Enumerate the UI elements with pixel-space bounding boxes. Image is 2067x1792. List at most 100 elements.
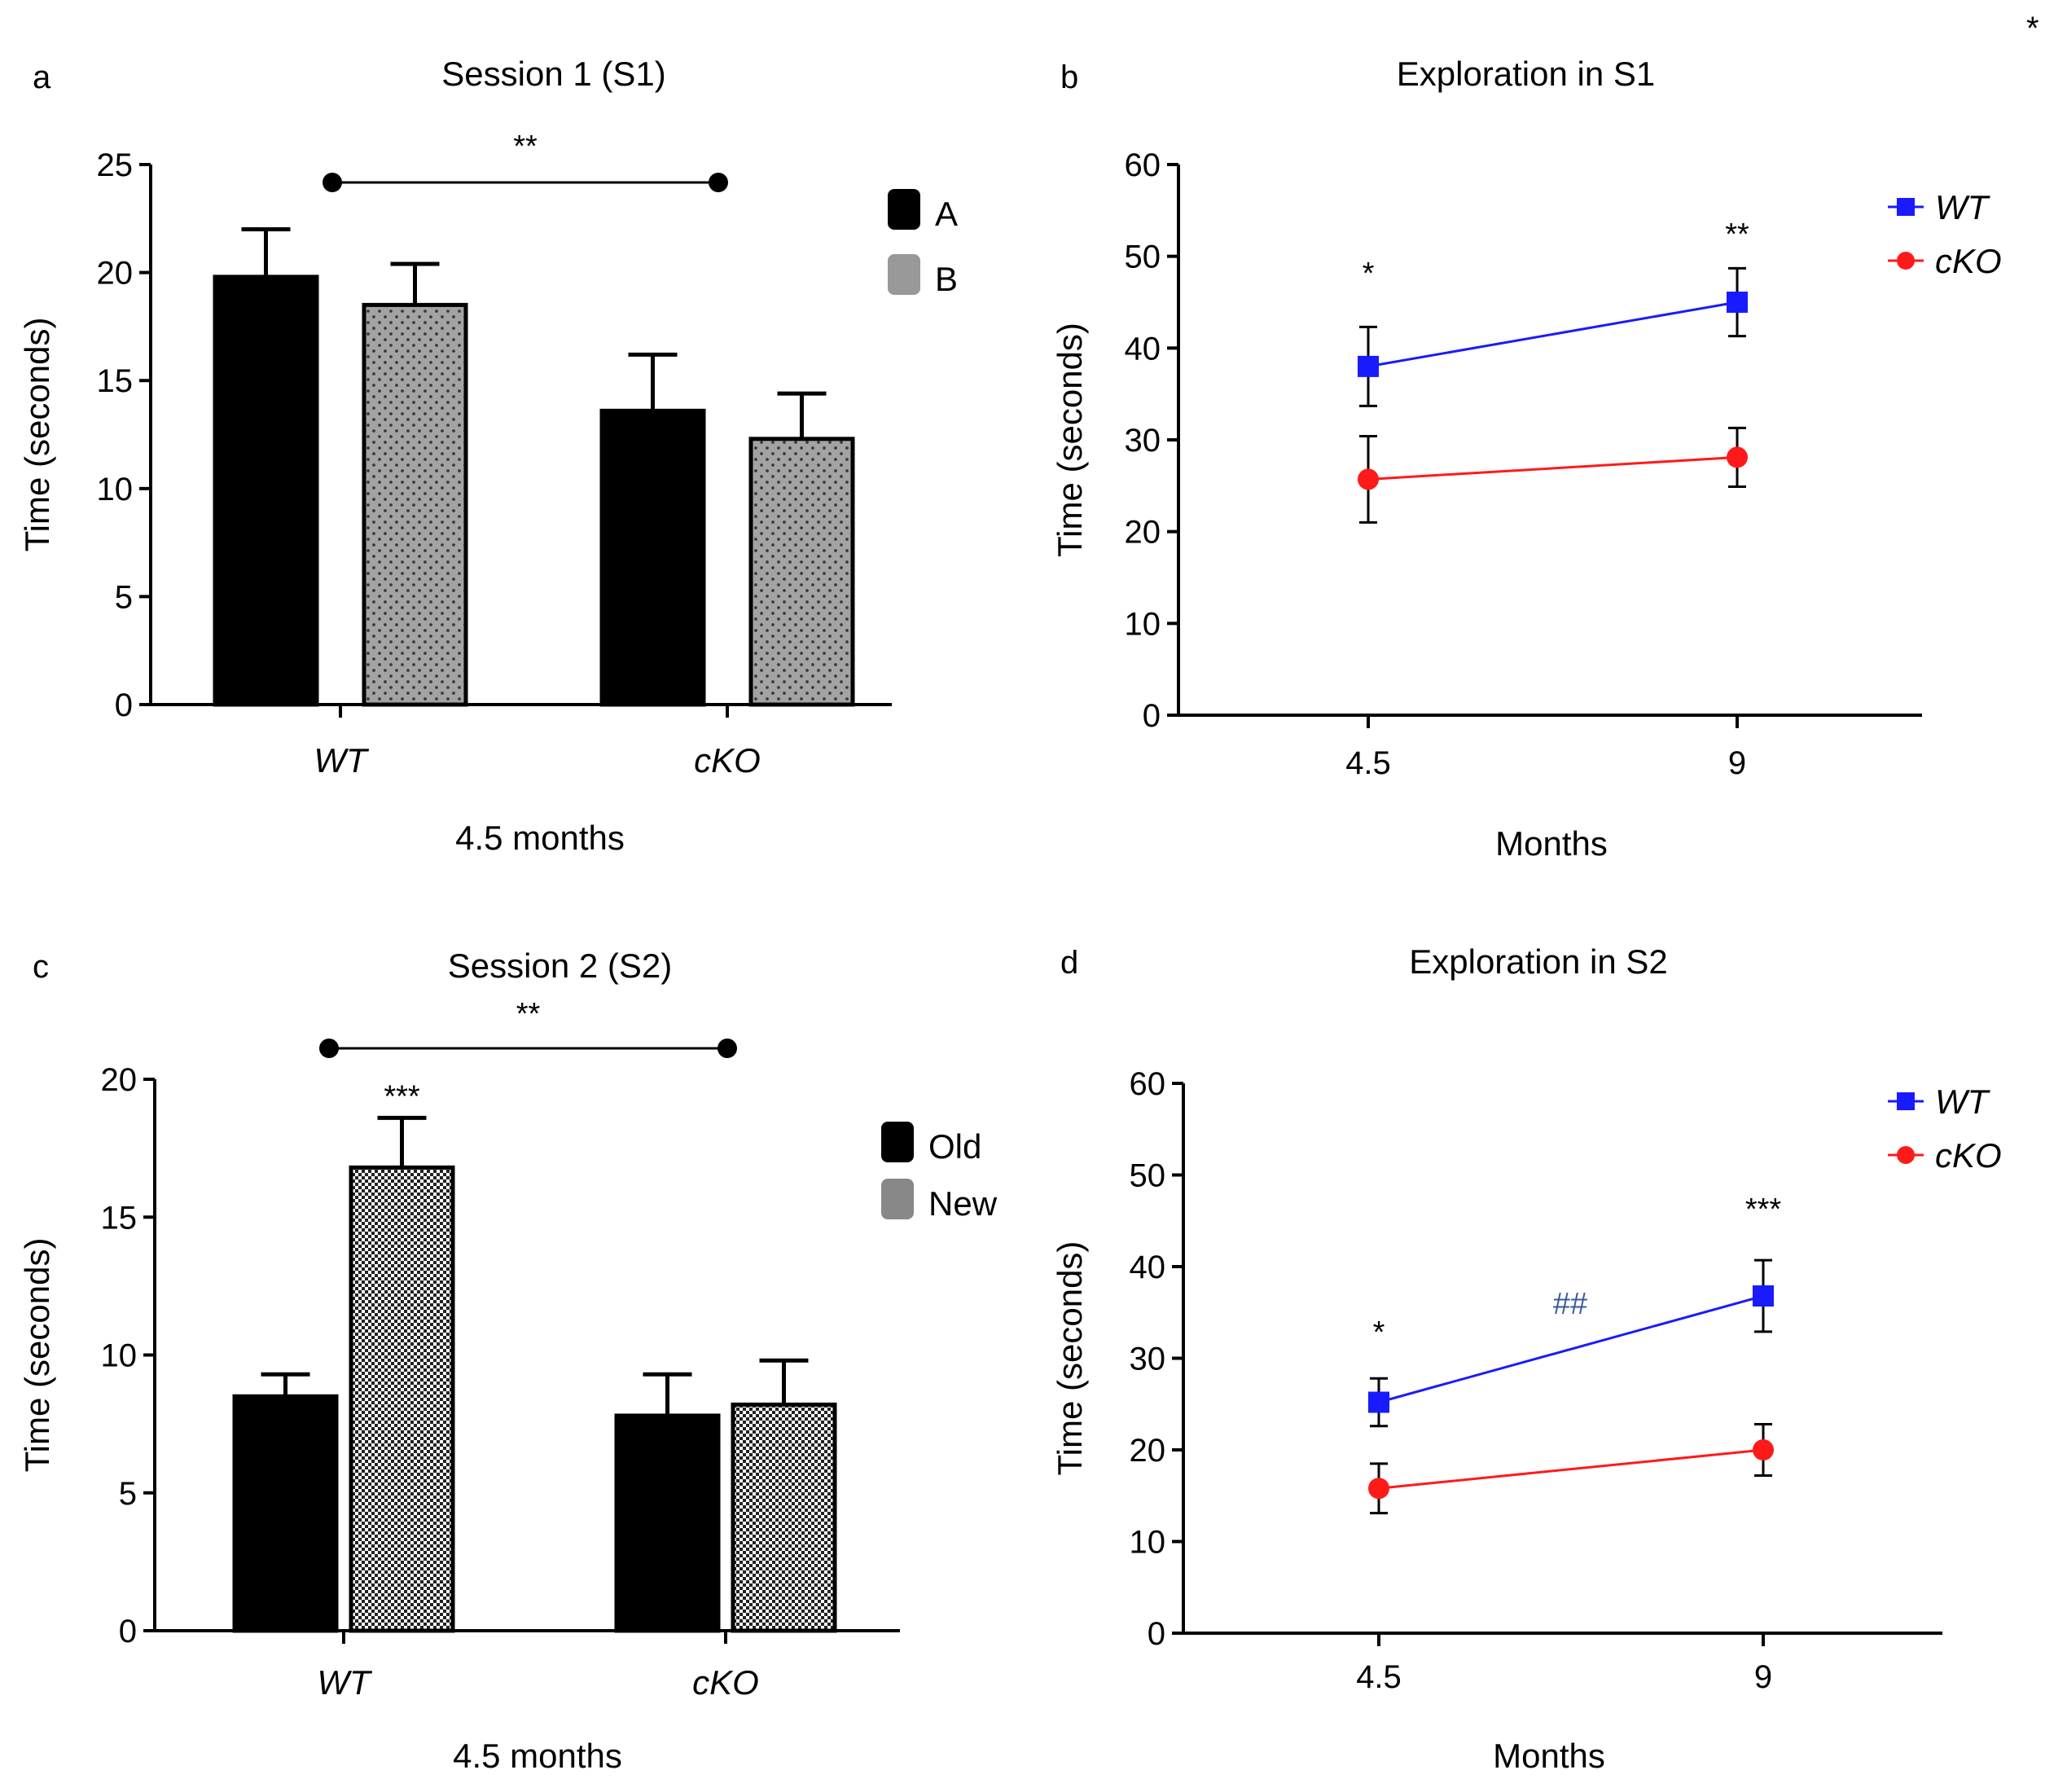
panel-letter: a xyxy=(33,59,51,95)
bar-new xyxy=(349,1165,455,1633)
significance-label: *** xyxy=(384,1079,420,1113)
significance-label: ** xyxy=(513,130,538,164)
panel-letter: d xyxy=(1060,945,1078,981)
y-tick-label: 5 xyxy=(115,579,133,615)
bar-old xyxy=(232,1394,339,1633)
panel-c: c Session 2 (S2) 0 5 10 15 20 Time (seconds) 4.5… xyxy=(18,947,998,1775)
series-line-wt xyxy=(1367,301,1738,368)
y-tick-label: 0 xyxy=(1143,698,1161,734)
legend-swatch xyxy=(888,189,920,230)
significance-label: * xyxy=(1373,1315,1385,1350)
y-tick-label: 10 xyxy=(1130,1525,1166,1561)
y-tick-label: 10 xyxy=(1125,606,1161,642)
chart-title: Exploration in S1 xyxy=(1397,55,1656,93)
x-axis-label: 4.5 months xyxy=(453,1737,622,1775)
bracket-end-dot xyxy=(323,173,342,192)
legend-label: B xyxy=(935,260,958,298)
x-category-label: WT xyxy=(314,741,370,780)
y-tick-label: 30 xyxy=(1125,423,1161,459)
data-point-cko xyxy=(1753,1439,1774,1460)
series-line-wt xyxy=(1378,1294,1764,1403)
legend-label: WT xyxy=(1935,188,1991,226)
y-tick-label: 30 xyxy=(1130,1342,1166,1377)
corner-mark: * xyxy=(2026,11,2039,46)
y-tick-label: 60 xyxy=(1125,147,1161,183)
chart-title: Session 2 (S2) xyxy=(448,947,672,985)
y-tick-label: 20 xyxy=(1125,515,1161,551)
bracket-end-dot xyxy=(319,1039,339,1058)
legend-swatch xyxy=(888,254,920,295)
y-axis-label: Time (seconds) xyxy=(18,1238,56,1473)
bar-a xyxy=(213,275,319,707)
bar-old xyxy=(614,1413,721,1633)
legend-label: WT xyxy=(1935,1083,1991,1121)
y-tick-label: 5 xyxy=(119,1476,137,1512)
series-line-cko xyxy=(1367,455,1738,481)
y-tick-label: 20 xyxy=(101,1062,138,1098)
bar-b xyxy=(362,302,468,707)
data-point-wt xyxy=(1358,355,1379,377)
legend-label: Old xyxy=(928,1127,981,1166)
y-tick-label: 15 xyxy=(101,1200,138,1236)
y-tick-label: 0 xyxy=(1148,1616,1165,1652)
bar-a xyxy=(599,408,706,707)
panel-letter: c xyxy=(33,949,49,985)
legend-label: cKO xyxy=(1935,242,2002,280)
x-category-label: WT xyxy=(317,1663,373,1702)
data-point-cko xyxy=(1368,1478,1389,1500)
y-tick-label: 20 xyxy=(97,256,134,292)
legend-label: A xyxy=(935,195,958,233)
data-point-wt xyxy=(1753,1285,1774,1307)
data-point-cko xyxy=(1727,446,1748,468)
x-tick-label: 4.5 xyxy=(1345,745,1391,781)
legend-marker xyxy=(1897,252,1915,270)
panel-d: d Exploration in S2 0 10 20 30 40 50 60 Time (sec… xyxy=(1051,942,2002,1775)
x-tick-label: 4.5 xyxy=(1356,1659,1402,1695)
legend-swatch xyxy=(881,1179,914,1219)
legend-label: cKO xyxy=(1935,1136,2002,1175)
y-tick-label: 60 xyxy=(1130,1066,1166,1102)
data-point-wt xyxy=(1368,1391,1389,1413)
y-tick-label: 20 xyxy=(1130,1433,1166,1469)
y-axis-label: Time (seconds) xyxy=(1051,1241,1089,1476)
significance-label: ** xyxy=(1725,217,1749,252)
y-tick-label: 50 xyxy=(1130,1158,1166,1194)
chart-title: Exploration in S2 xyxy=(1409,942,1668,981)
chart-title: Session 1 (S1) xyxy=(441,55,665,93)
data-point-wt xyxy=(1727,292,1748,313)
x-axis-label: Months xyxy=(1493,1737,1605,1775)
x-category-label: cKO xyxy=(692,1663,759,1702)
legend-marker xyxy=(1897,198,1915,216)
panel-letter: b xyxy=(1060,59,1078,95)
data-point-cko xyxy=(1358,468,1379,490)
significance-label: *** xyxy=(1745,1192,1782,1227)
x-tick-label: 9 xyxy=(1754,1659,1772,1695)
significance-label: ** xyxy=(516,997,541,1031)
significance-label: * xyxy=(1363,257,1375,291)
legend-label: New xyxy=(928,1184,998,1223)
series-line-cko xyxy=(1378,1448,1764,1490)
y-tick-label: 0 xyxy=(119,1614,137,1649)
y-tick-label: 25 xyxy=(97,147,134,183)
panel-b: b Exploration in S1 0 10 20 30 40 50 60 Time (sec… xyxy=(1051,55,2002,863)
bar-b xyxy=(748,437,855,707)
y-tick-label: 0 xyxy=(115,687,133,723)
y-tick-label: 15 xyxy=(97,363,134,399)
y-axis-label: Time (seconds) xyxy=(1051,323,1089,557)
legend-marker xyxy=(1897,1092,1915,1110)
y-tick-label: 10 xyxy=(97,472,134,507)
panel-a: a Session 1 (S1) 0 5 10 15 20 25 Time (seconds) 4… xyxy=(18,55,958,857)
significance-label: ## xyxy=(1553,1287,1587,1321)
legend-swatch xyxy=(881,1122,914,1162)
y-tick-label: 50 xyxy=(1125,239,1161,275)
y-tick-label: 40 xyxy=(1130,1250,1166,1285)
y-tick-label: 10 xyxy=(101,1338,138,1374)
y-tick-label: 40 xyxy=(1125,331,1161,367)
bracket-end-dot xyxy=(709,173,728,192)
x-axis-label: 4.5 months xyxy=(455,819,625,857)
x-tick-label: 9 xyxy=(1728,745,1746,781)
bracket-end-dot xyxy=(718,1039,737,1058)
bar-new xyxy=(731,1402,837,1633)
x-axis-label: Months xyxy=(1495,824,1608,863)
